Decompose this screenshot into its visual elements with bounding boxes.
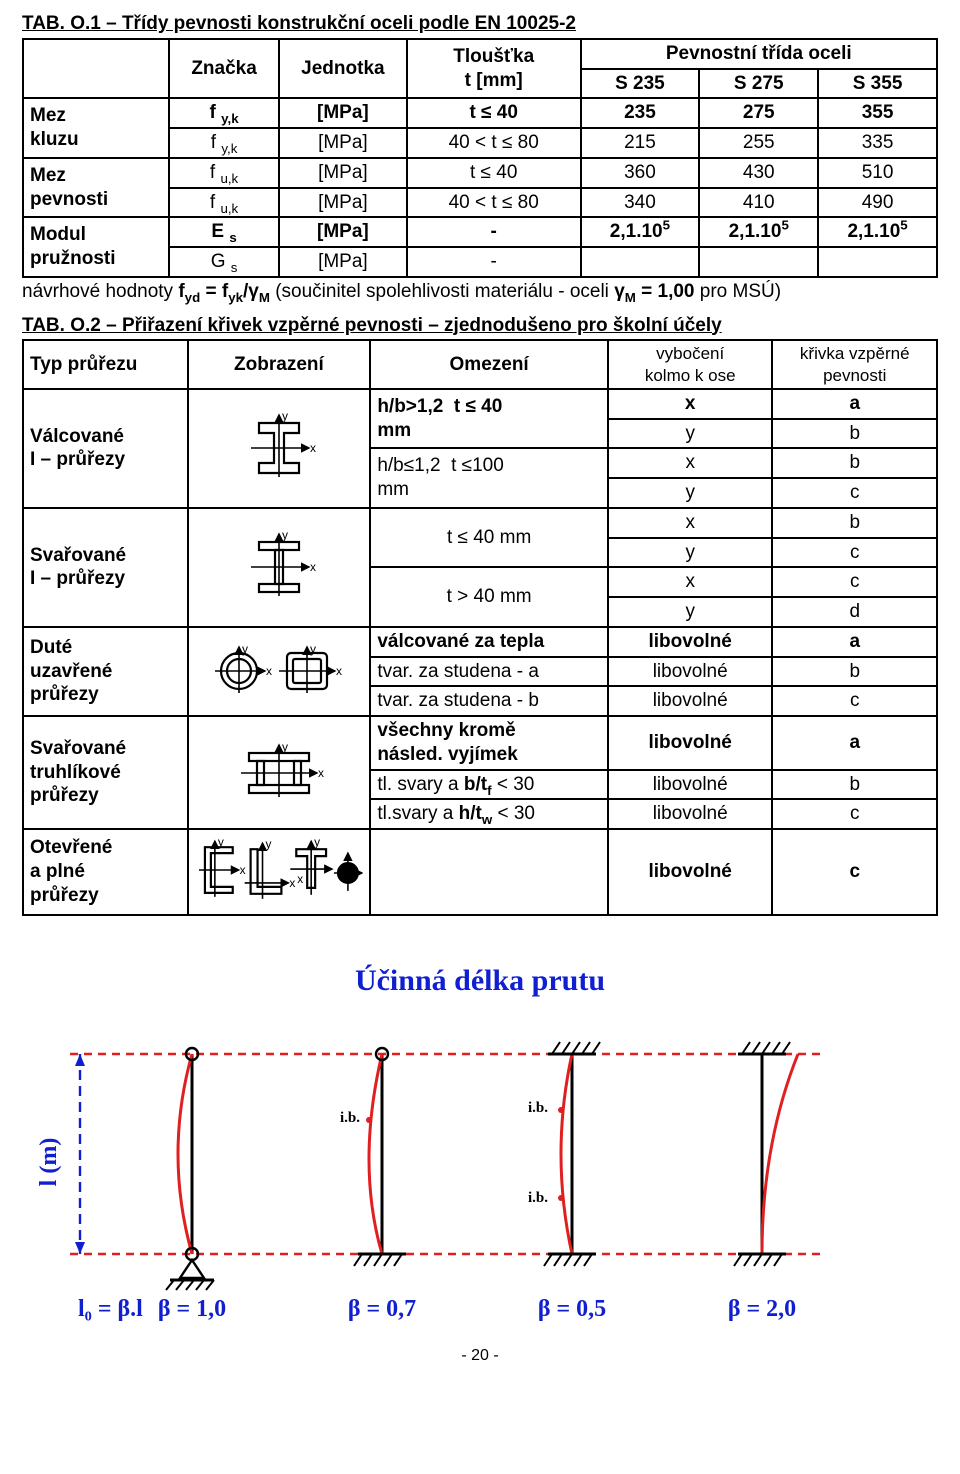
cell-symbol: f y,k: [169, 98, 279, 128]
table-o1: Značka Jednotka Tloušťka t [mm] Pevnostn…: [22, 38, 938, 278]
group-valcovane-i: Válcované I – průřezy: [23, 389, 188, 508]
col-s275: S 275: [699, 69, 818, 99]
table-o1-note: návrhové hodnoty fyd = fyk/γM (součinite…: [22, 280, 938, 304]
col-omezeni: Omezení: [370, 340, 608, 389]
table-header-row: Značka Jednotka Tloušťka t [mm] Pevnostn…: [23, 39, 937, 69]
col-jednotka: Jednotka: [279, 39, 407, 99]
col-tloustka: Tloušťka t [mm]: [407, 39, 581, 99]
svg-text:x: x: [266, 664, 272, 678]
beta-label-2: β = 2,0: [728, 1296, 796, 1322]
group-dute: Duté uzavřené průřezy: [23, 627, 188, 716]
svg-text:y: y: [242, 642, 248, 656]
col-s235: S 235: [581, 69, 700, 99]
page-number: - 20 -: [22, 1346, 938, 1366]
svg-text:x: x: [289, 876, 295, 890]
table-row: Mez kluzu f y,k [MPa] t ≤ 40 235 275 355: [23, 98, 937, 128]
group-otevrene: Otevřené a plné průřezy: [23, 829, 188, 915]
svg-text:y: y: [310, 642, 316, 656]
svg-text:y: y: [217, 835, 223, 849]
svg-text:x: x: [310, 560, 316, 574]
svg-text:y: y: [314, 835, 320, 849]
formula-label: l₀ = β.l: [78, 1296, 143, 1322]
svg-text:x: x: [336, 664, 342, 678]
table-row: Modul pružnosti E s [MPa] - 2,1.105 2,1.…: [23, 217, 937, 247]
table-row: Duté uzavřené průřezy y x y x válcované …: [23, 627, 937, 657]
effective-length-title: Účinná délka prutu: [22, 962, 938, 1000]
col-pevnostni: Pevnostní třída oceli: [581, 39, 937, 69]
section-icon-open-solid: y x y x y x: [188, 829, 371, 915]
section-icon-hollow: y x y x: [188, 627, 371, 716]
section-icon-i-welded: y x: [188, 508, 371, 627]
svg-text:i.b.: i.b.: [340, 1110, 360, 1126]
group-truhlikove: Svařované truhlíkové průřezy: [23, 716, 188, 829]
col-krivka: křivka vzpěrné pevnosti: [772, 340, 937, 389]
group-modul-pruznosti: Modul pružnosti: [23, 217, 169, 277]
col-zobrazeni: Zobrazení: [188, 340, 371, 389]
table-row: Svařované I – průřezy y x t ≤ 40 mm xb: [23, 508, 937, 538]
table-row: Otevřené a plné průřezy y x y x y x: [23, 829, 937, 915]
table-o2-title: TAB. O.2 – Přiřazení křivek vzpěrné pevn…: [22, 314, 938, 338]
table-o2: Typ průřezu Zobrazení Omezení vybočení k…: [22, 339, 938, 916]
table-o1-title: TAB. O.1 – Třídy pevnosti konstrukční oc…: [22, 12, 938, 36]
col-typ: Typ průřezu: [23, 340, 188, 389]
column-beta-07: i.b.: [340, 1048, 406, 1266]
effective-length-figure: l (m) i.b. i.b. i.b: [22, 1014, 938, 1324]
ylabel: l (m): [36, 1137, 62, 1186]
column-beta-05: i.b. i.b.: [528, 1042, 600, 1266]
svg-text:x: x: [310, 441, 316, 455]
svg-text:y: y: [282, 528, 288, 542]
svg-text:x: x: [318, 766, 324, 780]
group-mez-kluzu: Mez kluzu: [23, 98, 169, 158]
col-vyboceni: vybočení kolmo k ose: [608, 340, 773, 389]
beta-label-07: β = 0,7: [348, 1296, 416, 1322]
group-svarovane-i: Svařované I – průřezy: [23, 508, 188, 627]
section-icon-box: y x: [188, 716, 371, 829]
col-s355: S 355: [818, 69, 937, 99]
beta-label-05: β = 0,5: [538, 1296, 606, 1322]
svg-text:y: y: [265, 837, 271, 851]
table-row: Svařované truhlíkové průřezy y x všechny…: [23, 716, 937, 770]
svg-text:i.b.: i.b.: [528, 1190, 548, 1206]
table-row: Válcované I – průřezy y x h/b>1,2 t ≤ 40…: [23, 389, 937, 419]
svg-text:x: x: [297, 872, 303, 886]
col-znacka: Značka: [169, 39, 279, 99]
beta-label-1: β = 1,0: [158, 1296, 226, 1322]
svg-text:i.b.: i.b.: [528, 1100, 548, 1116]
svg-text:y: y: [282, 741, 288, 754]
table-header-row: Typ průřezu Zobrazení Omezení vybočení k…: [23, 340, 937, 389]
group-mez-pevnosti: Mez pevnosti: [23, 158, 169, 218]
table-row: Mez pevnosti f u,k [MPa] t ≤ 40 360 430 …: [23, 158, 937, 188]
svg-text:x: x: [239, 863, 245, 877]
svg-text:y: y: [282, 409, 288, 423]
section-icon-i-rolled: y x: [188, 389, 371, 508]
column-beta-2: [734, 1042, 798, 1266]
